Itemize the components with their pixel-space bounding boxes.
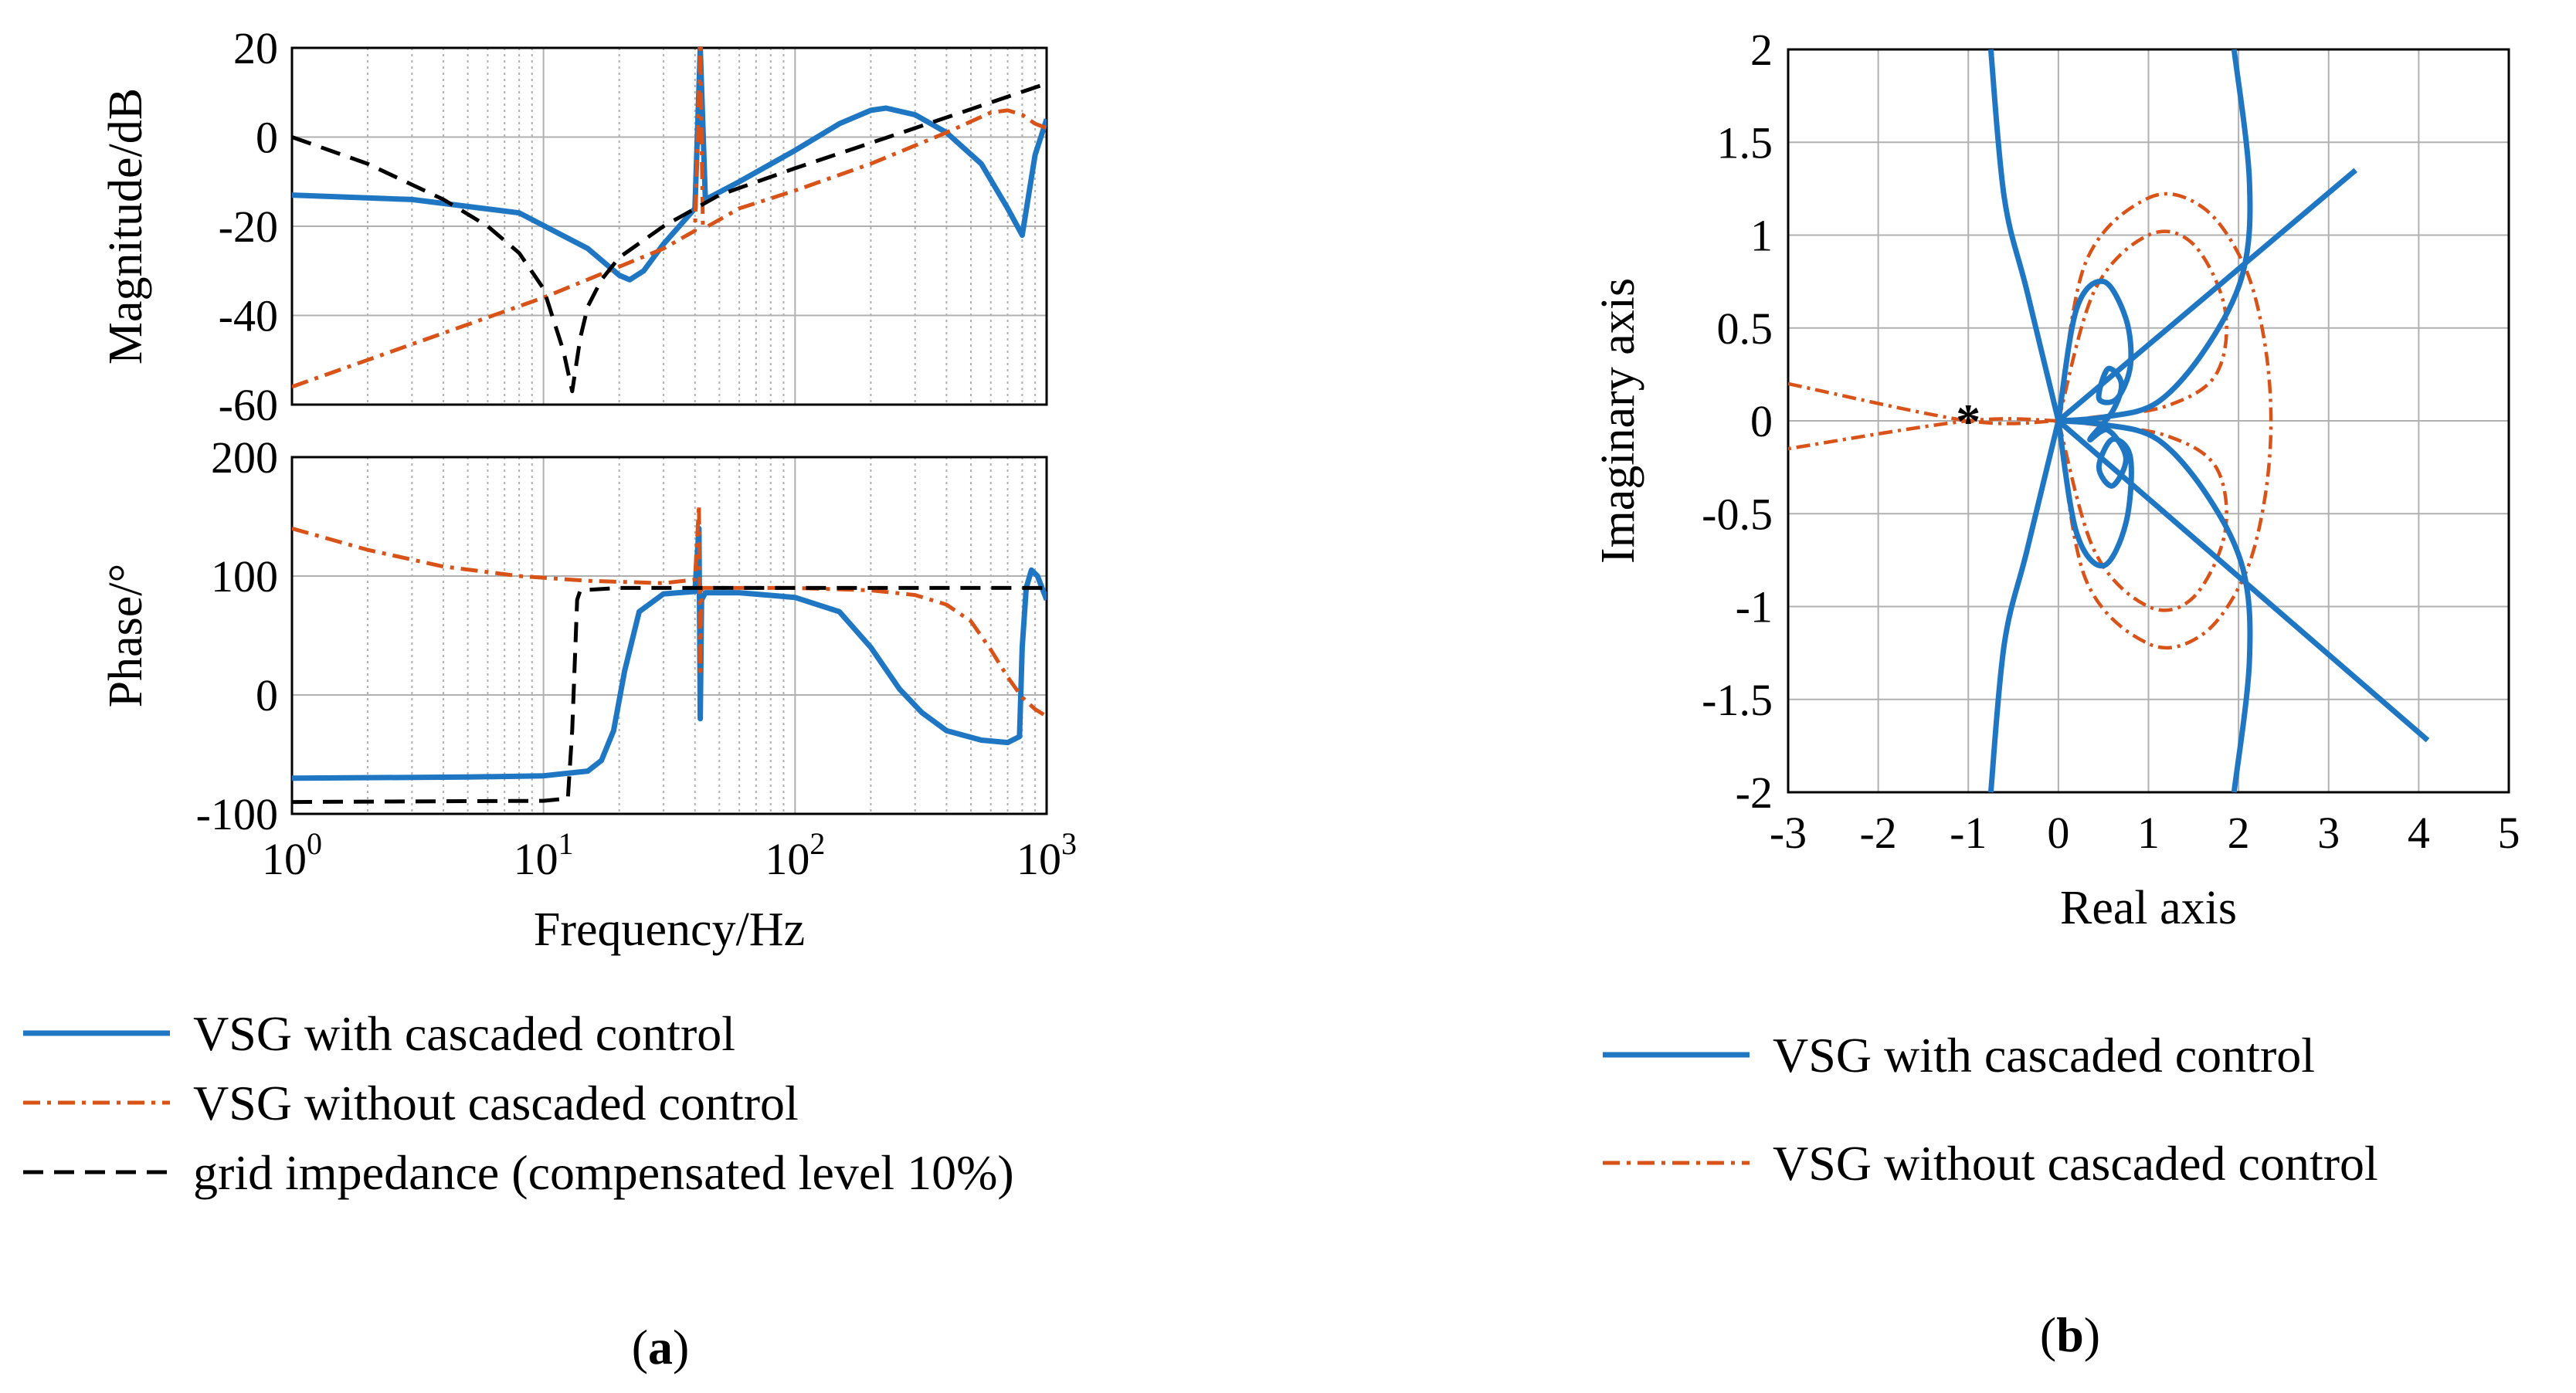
series-line-grid-impedance-compensated-level-10-: [292, 81, 1047, 394]
legend-label: VSG with cascaded control: [1773, 1028, 2315, 1083]
series-line-vsg-with-cascaded-control: [292, 46, 1047, 283]
axes-box: [290, 46, 1048, 406]
series-line-vsg-without-cascaded-control: [292, 503, 1047, 718]
x-tick-label: 0: [2047, 808, 2069, 858]
nyquist-curve-without-cascaded: [1788, 381, 2058, 425]
y-tick-label: 0: [1750, 396, 1773, 446]
y-tick-label: 0: [256, 670, 278, 720]
y-tick-label: -0.5: [1702, 489, 1773, 539]
magnitude-plot: 20 0 -20 -40 -60 Magnitude/dB: [100, 23, 1048, 430]
x-axis-label: Frequency/Hz: [534, 903, 805, 956]
x-tick-label: 3: [2317, 808, 2340, 858]
y-tick-label: -60: [219, 380, 278, 430]
caption-a: (a): [632, 1320, 690, 1374]
y-axis-label: Phase/°: [100, 564, 152, 708]
x-tick-label: 102: [765, 826, 825, 884]
x-tick-label: 2: [2228, 808, 2250, 858]
x-tick-label: 4: [2408, 808, 2430, 858]
y-tick-label: -2: [1736, 768, 1773, 818]
y-axis-label: Imaginary axis: [1592, 278, 1644, 564]
series-line-vsg-without-cascaded-control: [292, 46, 1047, 389]
nyquist-curve-with-cascaded: [1987, 420, 2062, 793]
axes-box: [1787, 48, 2510, 794]
x-tick-label: 103: [1016, 826, 1077, 884]
x-tick-label: 100: [262, 826, 322, 884]
nyquist-curve-with-cascaded: [2056, 419, 2430, 743]
legend-label: VSG with cascaded control: [193, 1006, 735, 1061]
nyquist-curve-without-cascaded: [2056, 229, 2228, 423]
x-tick-label: -1: [1950, 808, 1987, 858]
nyquist-curve-with-cascaded: [2055, 278, 2134, 569]
y-tick-label: 100: [211, 551, 278, 602]
nyquist-curve-without-cascaded: [1788, 417, 2058, 451]
y-axis-label: Magnitude/dB: [100, 88, 152, 364]
y-tick-label: -20: [219, 202, 278, 252]
axes-box: [290, 456, 1048, 815]
nyquist-plot: -3 -2 -1 0 1 2 3 4 521.510.50-0.5-1-1.5-2*Real a…: [1592, 25, 2520, 934]
x-tick-label: -3: [1770, 808, 1807, 858]
x-tick-label: 5: [2498, 808, 2520, 858]
caption-b: (b): [2040, 1307, 2100, 1362]
nyquist-curve-with-cascaded: [2058, 418, 2253, 793]
y-tick-label: -40: [219, 291, 278, 341]
x-tick-label: 101: [514, 826, 574, 884]
y-tick-label: 1.5: [1717, 117, 1773, 168]
y-tick-label: -100: [196, 789, 278, 839]
x-tick-label: -2: [1859, 808, 1896, 858]
y-tick-label: -1: [1736, 582, 1773, 632]
y-tick-label: 200: [211, 432, 278, 483]
legends: VSG with cascaded control VSG without cas…: [23, 1006, 2378, 1200]
y-tick-label: 20: [233, 23, 278, 73]
y-tick-label: 0.5: [1717, 303, 1773, 354]
legend-label: VSG without cascaded control: [1773, 1136, 2378, 1191]
nyquist-curve-with-cascaded: [1987, 49, 2062, 422]
x-axis-label: Real axis: [2060, 882, 2237, 934]
y-tick-label: 2: [1750, 25, 1773, 75]
nyquist-curve-without-cascaded: [2056, 191, 2273, 650]
x-tick-label: 1: [2137, 808, 2160, 858]
y-tick-label: 1: [1750, 211, 1773, 261]
series-line-vsg-with-cascaded-control: [292, 525, 1047, 781]
legend-label: grid impedance (compensated level 10%): [193, 1145, 1014, 1200]
nyquist-curve-without-cascaded: [2056, 419, 2228, 612]
legend-label: VSG without cascaded control: [193, 1076, 799, 1130]
y-tick-label: -1.5: [1702, 675, 1773, 725]
y-tick-label: 0: [256, 113, 278, 163]
nyquist-curve-with-cascaded: [2056, 168, 2357, 423]
critical-point-marker: *: [1956, 394, 1980, 449]
series-line-grid-impedance-compensated-level-10-: [292, 585, 1047, 805]
